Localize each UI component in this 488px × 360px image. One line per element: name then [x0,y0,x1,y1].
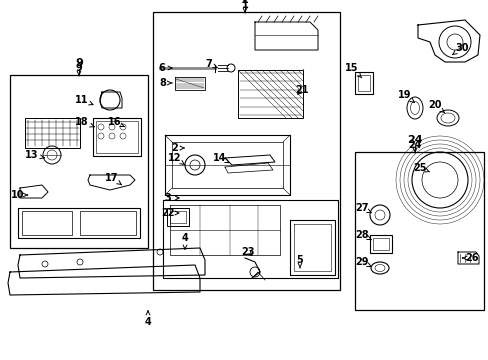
Bar [22,211,72,235]
Text: 21: 21 [295,85,308,95]
Text: 14: 14 [213,153,229,163]
Text: 18: 18 [75,117,94,127]
Bar [10,75,148,248]
Text: 17: 17 [105,173,122,185]
Text: 4: 4 [144,311,151,327]
Text: 1: 1 [241,0,248,13]
Text: 30: 30 [451,43,468,55]
Text: 15: 15 [345,63,361,78]
Bar [93,118,141,156]
Bar [153,12,339,290]
Text: 29: 29 [354,257,371,267]
Text: 1: 1 [241,0,248,5]
Text: 20: 20 [427,100,444,113]
Text: 22: 22 [161,208,179,218]
Text: 4: 4 [181,233,188,249]
Text: 8: 8 [159,78,172,88]
Bar [369,235,391,253]
Text: 7: 7 [205,59,217,69]
Bar [357,75,369,91]
Text: 10: 10 [11,190,27,200]
Text: 11: 11 [75,95,93,105]
Text: 12: 12 [168,153,184,165]
Bar [372,238,388,250]
Bar [18,208,140,238]
Text: 24: 24 [407,140,421,153]
Text: 26: 26 [462,253,478,263]
Text: 27: 27 [354,203,371,213]
Text: 25: 25 [412,163,428,173]
Bar [354,152,483,310]
Bar [167,208,189,226]
Bar [25,118,80,148]
Text: 28: 28 [354,230,371,240]
Bar [96,121,138,153]
Bar [170,211,185,223]
Text: 16: 16 [108,117,124,127]
Text: 9: 9 [75,58,83,68]
Bar [238,70,303,118]
Text: 24: 24 [407,135,422,145]
Text: 2: 2 [171,143,184,153]
Text: 5: 5 [296,255,303,268]
Bar [354,72,372,94]
Text: 13: 13 [25,150,44,160]
Text: 6: 6 [158,63,172,73]
Bar [80,211,136,235]
Text: 19: 19 [397,90,414,103]
Text: 23: 23 [241,247,254,257]
Text: 9: 9 [76,63,82,76]
Text: 3: 3 [164,193,179,203]
